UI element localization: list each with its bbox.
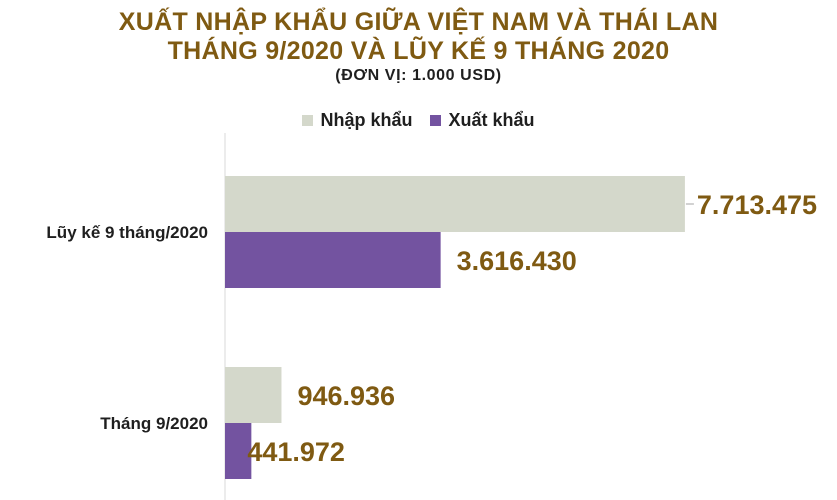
data-label-1-0: 946.936 xyxy=(297,381,395,411)
legend-swatch-imports xyxy=(302,115,314,126)
data-label-0-1: 3.616.430 xyxy=(457,246,577,276)
category-label-0: Lũy kế 9 tháng/2020 xyxy=(46,223,208,242)
legend-label-imports: Nhập khẩu xyxy=(320,110,413,130)
bar-1-1 xyxy=(225,423,252,479)
data-label-0-0: 7.713.475 xyxy=(697,190,817,220)
legend-label-exports: Xuất khẩu xyxy=(448,110,535,130)
bar-1-0 xyxy=(225,367,282,423)
chart-subtitle: (ĐƠN VỊ: 1.000 USD) xyxy=(335,67,502,84)
bar-0-0 xyxy=(225,176,685,232)
chart-legend: Nhập khẩu Xuất khẩu xyxy=(0,110,837,131)
legend-item-exports: Xuất khẩu xyxy=(430,110,535,131)
chart-title-line-2: THÁNG 9/2020 VÀ LŨY KẾ 9 THÁNG 2020 xyxy=(167,37,670,65)
legend-swatch-exports xyxy=(430,115,442,126)
bar-0-1 xyxy=(225,232,441,288)
chart-title-line-1: XUẤT NHẬP KHẨU GIỮA VIỆT NAM VÀ THÁI LAN xyxy=(118,8,719,36)
category-label-1: Tháng 9/2020 xyxy=(100,414,208,433)
legend-item-imports: Nhập khẩu xyxy=(302,110,412,131)
data-label-1-1: 441.972 xyxy=(247,437,345,467)
chart-title: XUẤT NHẬP KHẨU GIỮA VIỆT NAM VÀ THÁI LAN… xyxy=(0,8,837,86)
